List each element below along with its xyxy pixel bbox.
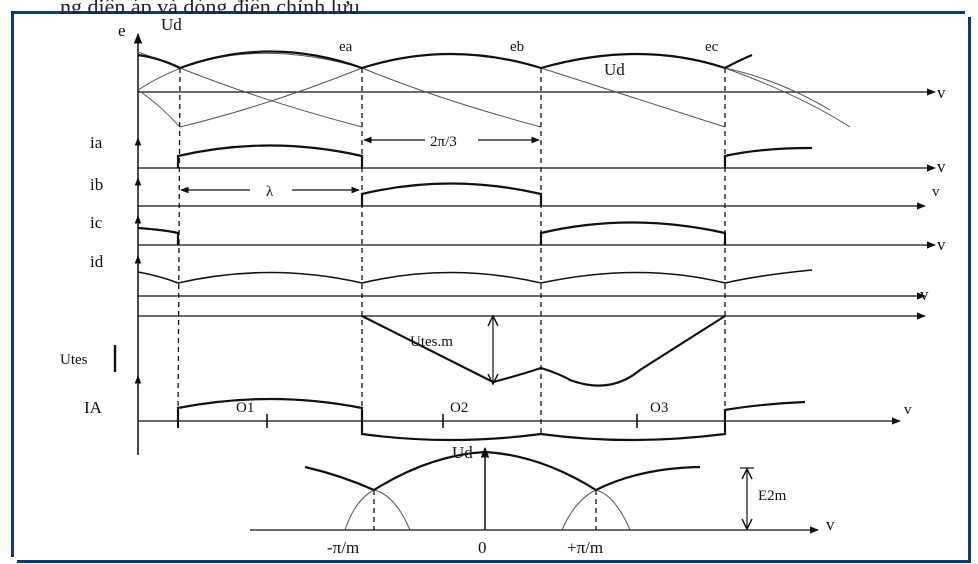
- label-o2: O2: [450, 400, 468, 416]
- ic-pulse-right: [539, 221, 727, 245]
- label-e: e: [118, 21, 126, 40]
- label-two-pi-3: 2π/3: [430, 134, 457, 150]
- label-id: id: [90, 252, 104, 271]
- label-v3: v: [932, 184, 940, 200]
- label-ia: ia: [90, 133, 103, 152]
- ud-envelope: [137, 50, 753, 70]
- ia-pulse: [176, 144, 364, 168]
- phase-curve-c-thin: [137, 51, 851, 128]
- label-minus-pi-m: -π/m: [327, 538, 359, 557]
- phase-curve-a-thin: [137, 52, 542, 128]
- utes-m-arrowheads: [487, 314, 499, 386]
- bottom-thin-left: [344, 489, 411, 531]
- label-o3: O3: [650, 400, 668, 416]
- id-ripple: [137, 269, 813, 284]
- label-plus-pi-m: +π/m: [567, 538, 603, 557]
- label-ea: ea: [339, 39, 353, 55]
- e2m-arrowheads: [741, 467, 753, 531]
- label-ud-mid: Ud: [604, 60, 625, 79]
- label-utes-m: Utes.m: [410, 334, 453, 350]
- bottom-envelope: [304, 450, 701, 492]
- label-v1: v: [937, 83, 946, 102]
- ia-total-negative: [360, 421, 727, 442]
- guide-1: [177, 67, 181, 422]
- label-v2: v: [937, 157, 946, 176]
- label-eb: eb: [510, 39, 524, 55]
- ib-pulse: [360, 182, 543, 206]
- label-ib: ib: [90, 175, 103, 194]
- label-v7: v: [826, 515, 835, 534]
- ia-pulse-right: [723, 146, 813, 168]
- label-ec: ec: [705, 39, 719, 55]
- ia-total-positive-1: [176, 397, 364, 421]
- label-lambda: λ: [266, 184, 274, 200]
- label-ic: ic: [90, 213, 103, 232]
- utes-waveform: [361, 315, 726, 387]
- label-ud-bottom: Ud: [452, 443, 473, 462]
- label-e2m: E2m: [758, 488, 787, 504]
- label-v4: v: [937, 235, 946, 254]
- label-utes: Utes: [60, 352, 88, 368]
- diagram-caption: ng diện áp và dòng điện chỉnh lưu: [60, 0, 360, 14]
- phase-curve-low-thin: [137, 67, 831, 128]
- label-zero: 0: [478, 538, 487, 557]
- diagram-frame: [14, 14, 968, 560]
- label-IA: IA: [84, 398, 103, 417]
- label-o1: O1: [236, 400, 254, 416]
- label-v5: v: [920, 285, 929, 304]
- label-ud-top: Ud: [161, 15, 182, 34]
- ia-total-positive-2: [723, 400, 806, 421]
- phase-curve-b-thin: [179, 53, 726, 128]
- ic-pulse-left: [137, 226, 180, 245]
- label-v6: v: [904, 402, 912, 418]
